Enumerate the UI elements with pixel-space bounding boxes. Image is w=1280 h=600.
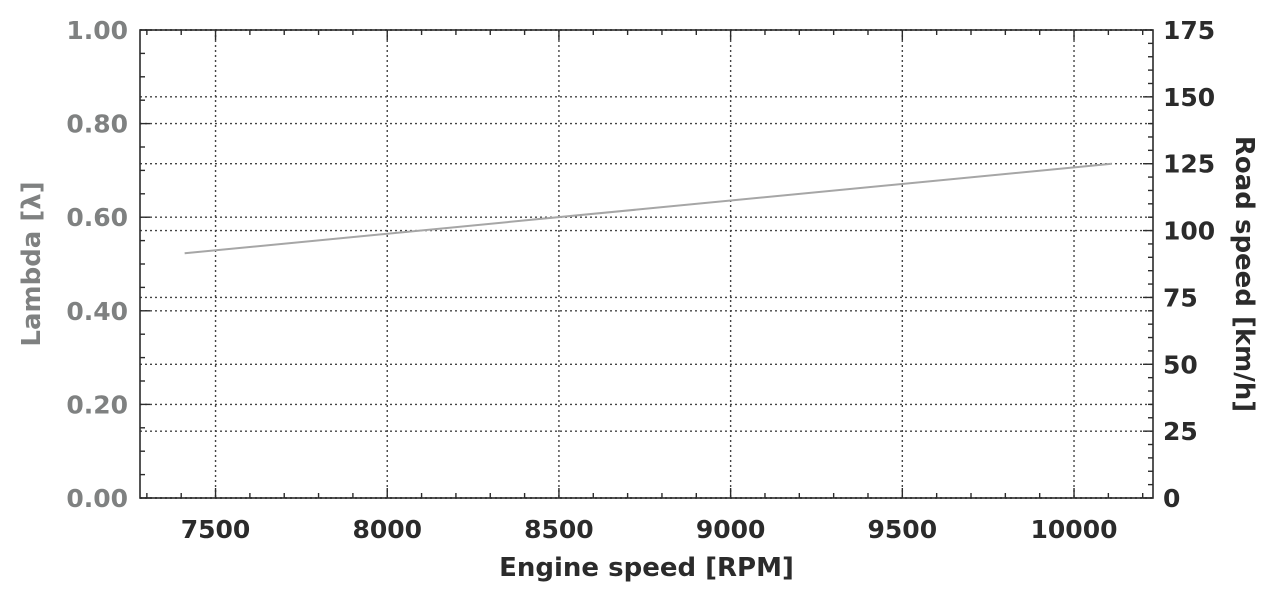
x-tick-label: 7500: [181, 515, 251, 544]
series-layer: [184, 162, 1112, 255]
y-tick-label-left: 1.00: [66, 16, 128, 45]
series-line: [184, 162, 1112, 255]
y-tick-label-left: 0.40: [66, 297, 128, 326]
y-tick-label-right: 150: [1163, 83, 1215, 112]
y-tick-label-left: 0.60: [66, 203, 128, 232]
y-tick-label-left: 0.00: [66, 484, 128, 513]
y-tick-label-right: 75: [1163, 283, 1198, 312]
y-tick-label-right: 175: [1163, 16, 1215, 45]
y-tick-label-right: 25: [1163, 417, 1198, 446]
grid: [140, 29, 1153, 499]
tick-labels: 7500 8000 8500 9000 9500 10000 0.00 0.20 0.40 0.6…: [66, 16, 1215, 544]
x-tick-label: 10000: [1031, 515, 1118, 544]
y-tick-label-right: 0: [1163, 484, 1180, 513]
y-tick-label-right: 125: [1163, 150, 1215, 179]
plot-frame: [139, 29, 1154, 499]
x-tick-label: 9500: [868, 515, 938, 544]
ticks: [140, 29, 1153, 499]
x-tick-label: 8000: [352, 515, 422, 544]
y-axis-title-left: Lambda [λ]: [17, 181, 47, 346]
y-tick-label-right: 100: [1163, 217, 1215, 246]
y-tick-label-left: 0.20: [66, 390, 128, 419]
x-tick-label: 8500: [524, 515, 594, 544]
x-tick-label: 9000: [696, 515, 766, 544]
y-tick-label-right: 50: [1163, 350, 1198, 379]
y-axis-title-right: Road speed [km/h]: [1229, 136, 1259, 412]
y-tick-label-left: 0.80: [66, 110, 128, 139]
x-axis-title: Engine speed [RPM]: [499, 553, 794, 583]
